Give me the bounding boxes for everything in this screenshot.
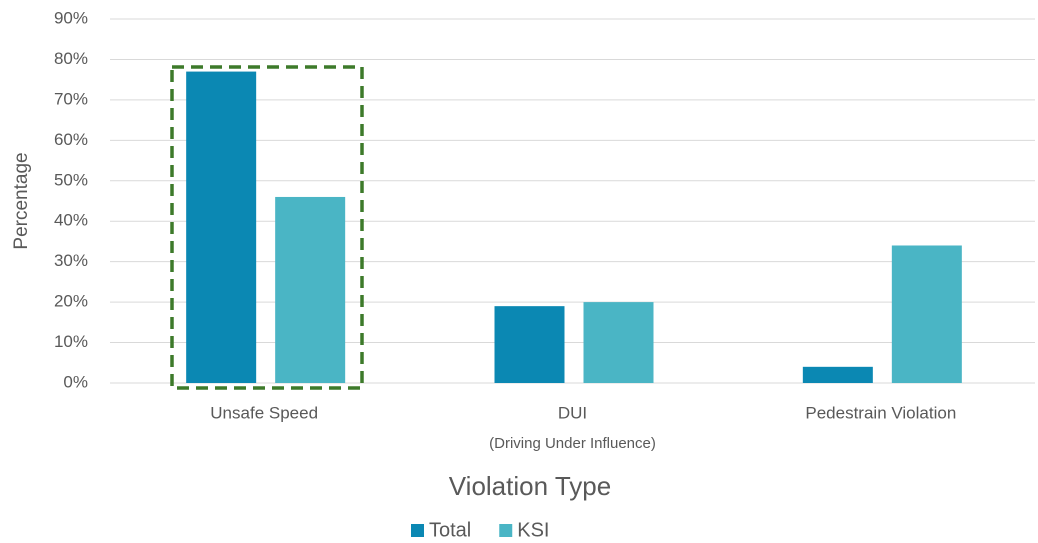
highlight-box [170,65,364,390]
bar [891,245,962,383]
y-tick-label: 60% [54,130,88,149]
bar [494,306,565,383]
x-tick-label: Unsafe Speed [210,403,318,422]
legend-label: KSI [517,519,549,541]
legend-label: Total [429,519,471,541]
legend-swatch [499,524,513,537]
x-axis-title: Violation Type [449,471,611,501]
y-tick-label: 0% [63,372,88,391]
y-tick-label: 30% [54,251,88,270]
y-tick-label: 80% [54,49,88,68]
y-tick-label: 50% [54,170,88,189]
x-tick-label: DUI [558,403,587,422]
legend-swatch [411,524,424,537]
y-tick-label: 90% [54,8,88,27]
y-tick-label: 40% [54,211,88,230]
x-tick-label: Pedestrain Violation [805,403,956,422]
bar [802,366,873,383]
bar [186,71,257,384]
y-tick-label: 10% [54,332,88,351]
y-axis-title: Percentage [11,152,32,249]
bar [275,196,346,383]
y-tick-label: 20% [54,292,88,311]
bar [583,302,654,383]
y-tick-label: 70% [54,89,88,108]
annotation: (Driving Under Influence) [489,435,656,452]
